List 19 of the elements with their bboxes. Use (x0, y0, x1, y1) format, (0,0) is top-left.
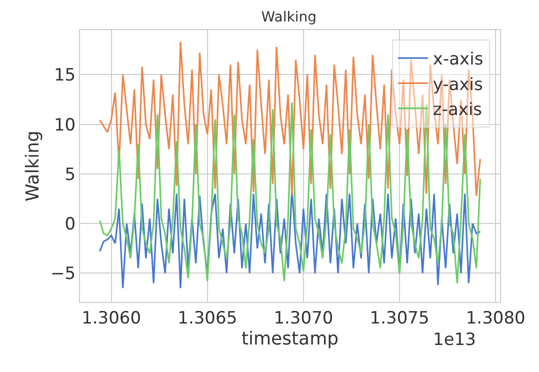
y-tick-label: −5 (50, 264, 76, 284)
x-tick-label: 1.3070 (274, 308, 334, 328)
x-tick-label: 1.3060 (82, 308, 142, 328)
x-tick-label: 1.3075 (370, 308, 430, 328)
legend-label: y-axis (432, 74, 484, 95)
x-tick-label: 1.3080 (466, 308, 526, 328)
x-axis-title: timestamp (241, 328, 339, 350)
chart-title: Walking (261, 10, 316, 26)
y-tick-label: 10 (54, 115, 76, 136)
y-tick-label: 15 (54, 66, 76, 86)
x-tick-label: 1.3065 (178, 308, 238, 328)
text: 1e13 (433, 330, 476, 350)
line-series (98, 41, 482, 197)
legend-label: z-axis (432, 100, 482, 120)
y-tick-label: 0 (64, 214, 76, 235)
y-tick-label: 5 (64, 164, 76, 185)
line-series (98, 102, 482, 284)
legend-label: x-axis (432, 50, 484, 70)
y-axis-title: Walking (22, 130, 44, 202)
